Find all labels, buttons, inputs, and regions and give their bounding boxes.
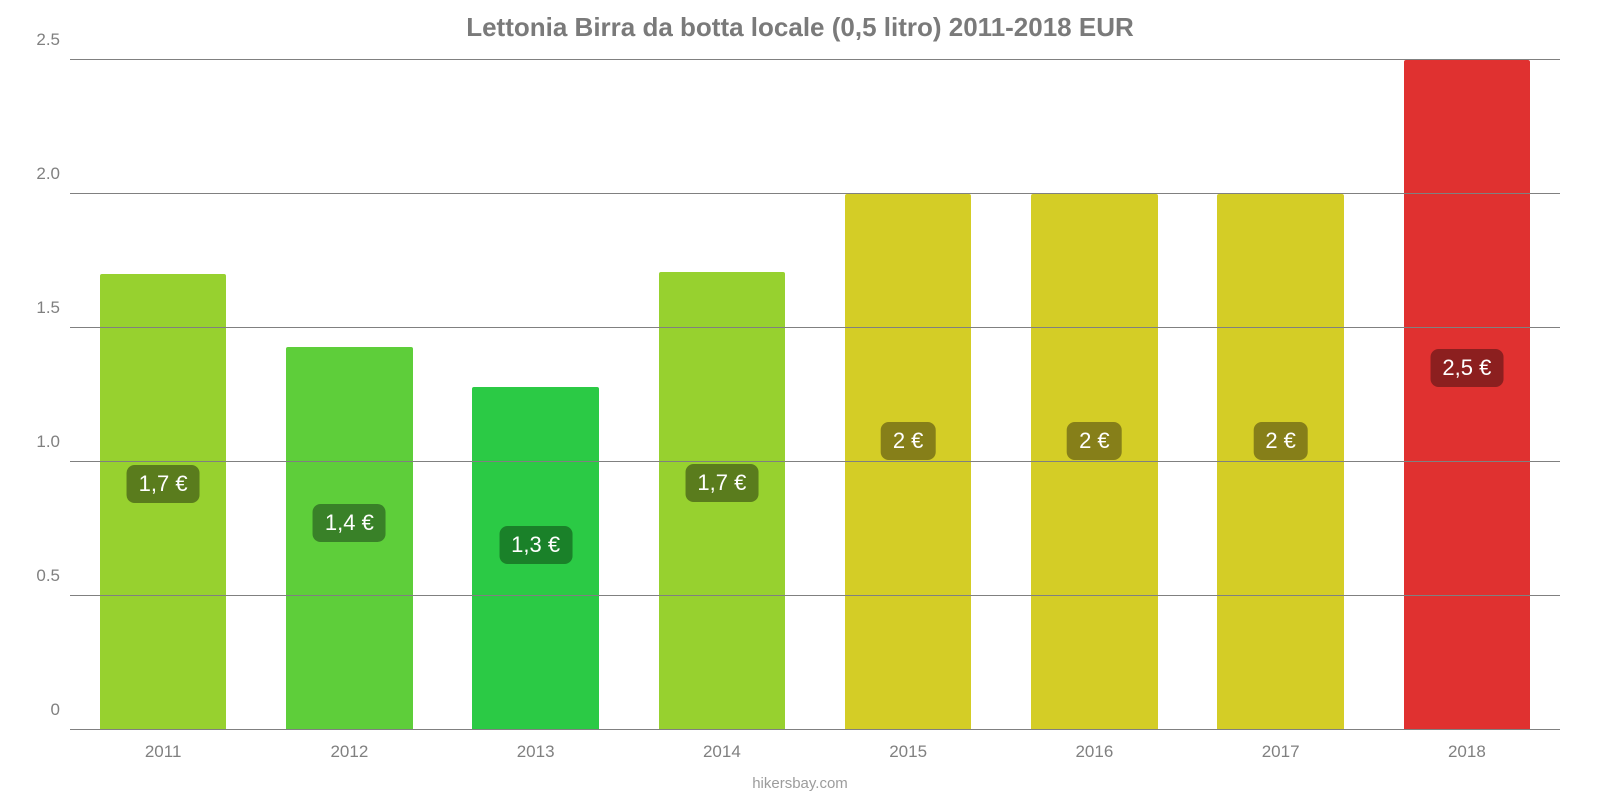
y-tick-label: 0.5	[36, 566, 70, 586]
grid-line	[70, 327, 1560, 328]
value-badge: 1,3 €	[499, 526, 572, 564]
y-tick-label: 1.0	[36, 432, 70, 452]
x-axis-line	[70, 729, 1560, 730]
value-badge: 2 €	[881, 422, 936, 460]
x-tick-label: 2017	[1262, 730, 1300, 762]
chart-title: Lettonia Birra da botta locale (0,5 litr…	[0, 12, 1600, 43]
grid-line	[70, 193, 1560, 194]
bar-slot: 2 €2015	[815, 60, 1001, 730]
attribution-text: hikersbay.com	[0, 775, 1600, 792]
y-tick-label: 1.5	[36, 298, 70, 318]
y-tick-label: 2.0	[36, 164, 70, 184]
x-tick-label: 2015	[889, 730, 927, 762]
bar-slot: 1,7 €2011	[70, 60, 256, 730]
bar: 2 €	[1217, 194, 1344, 730]
value-badge: 1,7 €	[127, 465, 200, 503]
x-tick-label: 2011	[145, 730, 182, 762]
bars-group: 1,7 €20111,4 €20121,3 €20131,7 €20142 €2…	[70, 60, 1560, 730]
x-tick-label: 2014	[703, 730, 741, 762]
chart-container: Lettonia Birra da botta locale (0,5 litr…	[0, 0, 1600, 800]
bar: 1,7 €	[100, 274, 227, 730]
y-tick-label: 0	[51, 700, 70, 720]
plot-area: 1,7 €20111,4 €20121,3 €20131,7 €20142 €2…	[70, 60, 1560, 730]
value-badge: 2 €	[1067, 422, 1122, 460]
bar: 1,3 €	[472, 387, 599, 730]
bar: 2 €	[1031, 194, 1158, 730]
bar-slot: 2 €2016	[1001, 60, 1187, 730]
grid-line	[70, 59, 1560, 60]
x-tick-label: 2016	[1075, 730, 1113, 762]
x-tick-label: 2018	[1448, 730, 1486, 762]
value-badge: 2 €	[1253, 422, 1308, 460]
grid-line	[70, 461, 1560, 462]
bar: 2 €	[845, 194, 972, 730]
value-badge: 1,7 €	[685, 464, 758, 502]
x-tick-label: 2013	[517, 730, 555, 762]
bar-slot: 1,3 €2013	[443, 60, 629, 730]
y-tick-label: 2.5	[36, 30, 70, 50]
bar: 1,4 €	[286, 347, 413, 730]
value-badge: 2,5 €	[1430, 349, 1503, 387]
bar-slot: 1,4 €2012	[256, 60, 442, 730]
bar: 2,5 €	[1404, 60, 1531, 730]
bar: 1,7 €	[659, 272, 786, 730]
value-badge: 1,4 €	[313, 504, 386, 542]
grid-line	[70, 595, 1560, 596]
bar-slot: 2,5 €2018	[1374, 60, 1560, 730]
bar-slot: 2 €2017	[1188, 60, 1374, 730]
bar-slot: 1,7 €2014	[629, 60, 815, 730]
x-tick-label: 2012	[330, 730, 368, 762]
